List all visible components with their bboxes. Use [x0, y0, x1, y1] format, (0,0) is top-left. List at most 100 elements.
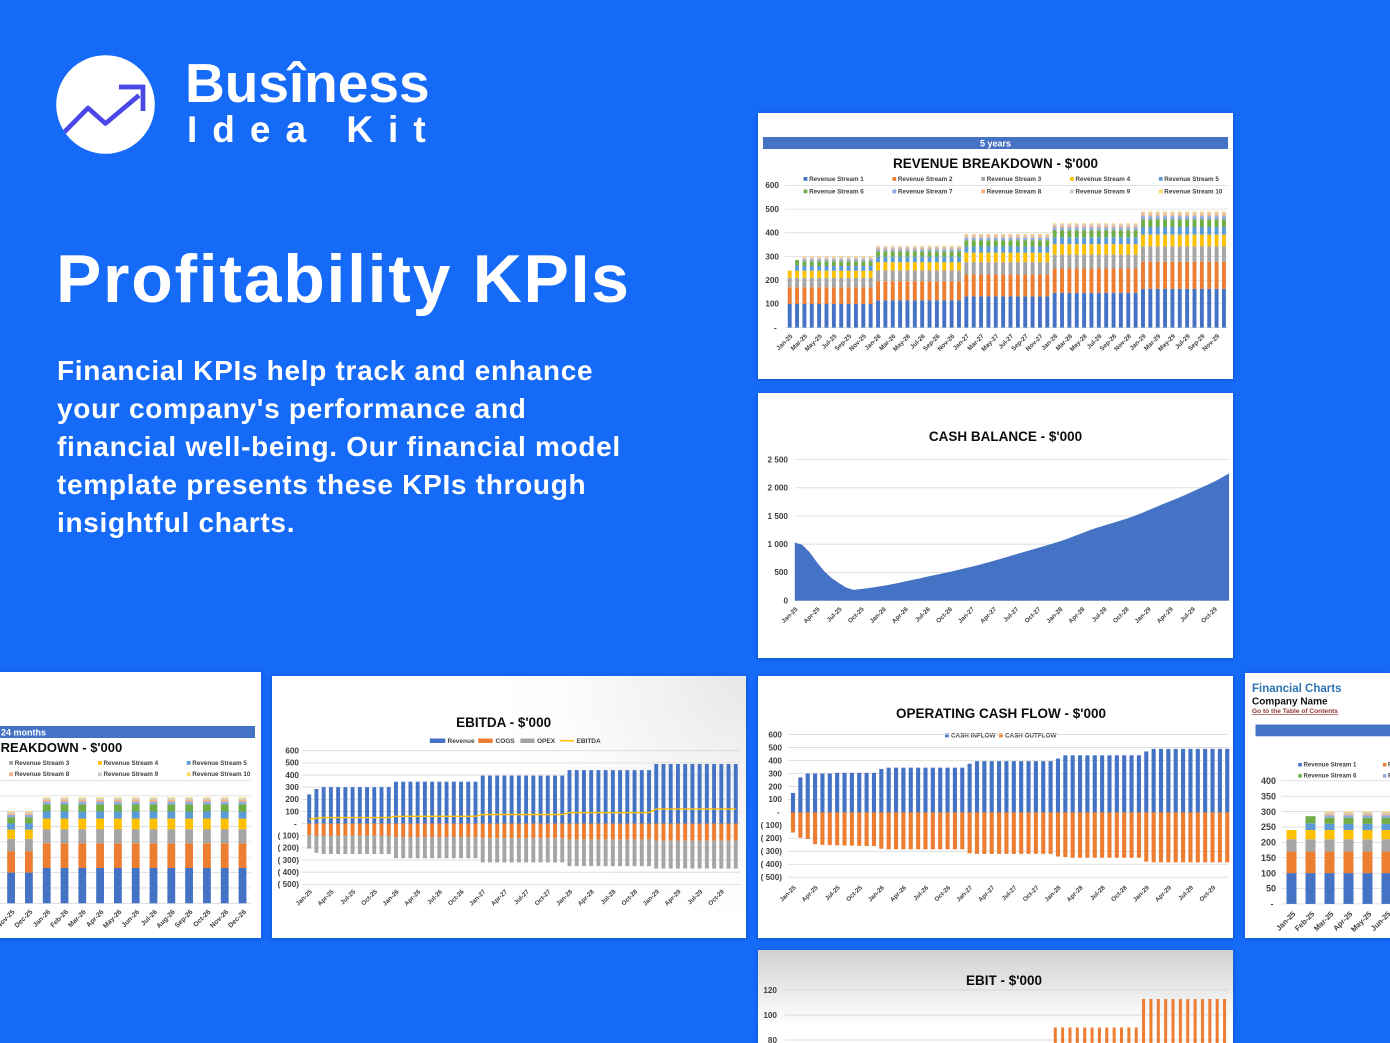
svg-text:400: 400 [1261, 776, 1276, 786]
svg-text:300: 300 [765, 252, 779, 261]
svg-text:600: 600 [285, 747, 299, 756]
svg-text:Jun-25: Jun-25 [1369, 909, 1390, 932]
svg-text:( 400): ( 400) [278, 868, 300, 877]
svg-text:500: 500 [285, 759, 299, 768]
svg-text:Jul-28: Jul-28 [1089, 884, 1107, 902]
svg-text:100: 100 [765, 300, 779, 309]
svg-text:350: 350 [1261, 791, 1276, 801]
svg-text:Apr-29: Apr-29 [663, 888, 682, 907]
svg-text:600: 600 [768, 730, 782, 739]
svg-text:Revenue Stream 1: Revenue Stream 1 [809, 176, 864, 183]
svg-text:Jul-29: Jul-29 [1179, 606, 1197, 624]
svg-text:-: - [774, 323, 779, 332]
svg-text:Oct-28: Oct-28 [1110, 884, 1129, 903]
svg-text:OPERATING CASH FLOW - $'000: OPERATING CASH FLOW - $'000 [896, 706, 1106, 721]
svg-text:Jan-29: Jan-29 [642, 888, 661, 907]
svg-text:500: 500 [765, 205, 779, 214]
svg-text:EBIT - $'000: EBIT - $'000 [966, 973, 1042, 988]
svg-text:Jan-27: Jan-27 [955, 884, 974, 903]
svg-text:Jun-26: Jun-26 [121, 909, 142, 930]
svg-text:Apr-28: Apr-28 [1067, 606, 1086, 625]
svg-text:Revenue Stream 6: Revenue Stream 6 [1304, 773, 1357, 780]
svg-text:Mar-25: Mar-25 [1312, 909, 1335, 932]
svg-text:( 300): ( 300) [278, 856, 300, 865]
svg-text:REVENUE BREAKDOWN - $'000: REVENUE BREAKDOWN - $'000 [0, 740, 122, 755]
svg-text:Jan-25: Jan-25 [779, 884, 798, 903]
svg-text:-: - [294, 819, 299, 828]
svg-text:Revenue Stream 3: Revenue Stream 3 [15, 760, 70, 767]
svg-text:Jul-27: Jul-27 [1001, 884, 1019, 902]
svg-text:Jan-27: Jan-27 [957, 606, 976, 625]
svg-text:200: 200 [285, 795, 299, 804]
svg-text:Apr-27: Apr-27 [490, 888, 509, 907]
svg-text:( 200): ( 200) [278, 844, 300, 853]
svg-text:300: 300 [285, 783, 299, 792]
svg-text:Oct-29: Oct-29 [1198, 884, 1217, 903]
svg-text:Oct-28: Oct-28 [1112, 606, 1131, 625]
svg-text:( 400): ( 400) [761, 860, 783, 869]
svg-text:Oct-27: Oct-27 [1023, 606, 1042, 625]
svg-text:REVENUE BREAKDOWN - $'000: REVENUE BREAKDOWN - $'000 [893, 156, 1098, 171]
svg-text:OPEX: OPEX [537, 738, 556, 745]
svg-text:2 000: 2 000 [768, 484, 789, 493]
svg-text:Jul-28: Jul-28 [600, 888, 618, 906]
svg-text:Go to the Table of Contents: Go to the Table of Contents [1252, 708, 1338, 715]
svg-text:200: 200 [765, 276, 779, 285]
svg-text:200: 200 [1261, 838, 1276, 848]
svg-text:Apr-25: Apr-25 [802, 606, 821, 625]
svg-text:Oct-29: Oct-29 [1200, 606, 1219, 625]
svg-text:Apr-25: Apr-25 [316, 888, 335, 907]
svg-text:Jul-29: Jul-29 [1177, 884, 1195, 902]
svg-text:Dec-26: Dec-26 [227, 909, 248, 930]
svg-text:Aug-26: Aug-26 [155, 909, 176, 930]
svg-text:Oct-25: Oct-25 [360, 888, 379, 907]
svg-text:5 years: 5 years [980, 139, 1011, 149]
svg-text:Apr-25: Apr-25 [801, 884, 820, 903]
svg-text:200: 200 [768, 782, 782, 791]
svg-text:Jul-26: Jul-26 [914, 606, 932, 624]
svg-text:May-26: May-26 [102, 909, 123, 930]
svg-text:Nov-25: Nov-25 [0, 909, 17, 930]
svg-text:CASH INFLOW: CASH INFLOW [951, 732, 995, 739]
svg-text:Oct-27: Oct-27 [1022, 884, 1041, 903]
svg-text:500: 500 [774, 568, 788, 577]
svg-text:100: 100 [763, 1011, 777, 1020]
svg-text:Jan-26: Jan-26 [869, 606, 888, 625]
svg-text:1 000: 1 000 [768, 540, 789, 549]
svg-text:Feb-26: Feb-26 [49, 909, 70, 930]
svg-text:CASH OUTFLOW: CASH OUTFLOW [1005, 732, 1056, 739]
svg-text:Revenue Stream 4: Revenue Stream 4 [104, 760, 159, 767]
svg-text:Jan-26: Jan-26 [32, 909, 52, 929]
svg-text:Revenue Stream 10: Revenue Stream 10 [1164, 188, 1223, 195]
svg-text:Revenue Stream 10: Revenue Stream 10 [192, 771, 251, 778]
svg-text:Jul-29: Jul-29 [686, 888, 704, 906]
svg-text:R: R [1388, 773, 1390, 780]
svg-text:Jan-25: Jan-25 [1274, 909, 1297, 932]
svg-text:Feb-25: Feb-25 [1293, 909, 1316, 932]
svg-text:Apr-27: Apr-27 [979, 606, 998, 625]
svg-text:May-25: May-25 [1349, 909, 1373, 933]
svg-text:( 500): ( 500) [278, 880, 300, 889]
svg-text:Revenue Stream 9: Revenue Stream 9 [1076, 188, 1131, 195]
svg-text:Jan-29: Jan-29 [1134, 606, 1153, 625]
svg-text:2 500: 2 500 [768, 455, 789, 464]
svg-text:400: 400 [768, 756, 782, 765]
svg-text:( 100): ( 100) [278, 832, 300, 841]
svg-text:-: - [1271, 899, 1277, 909]
svg-text:Jan-26: Jan-26 [382, 888, 401, 907]
svg-text:100: 100 [768, 795, 782, 804]
svg-text:Apr-27: Apr-27 [977, 884, 996, 903]
svg-text:Jan-25: Jan-25 [780, 606, 799, 625]
svg-text:Mar-26: Mar-26 [67, 909, 88, 930]
svg-text:Apr-28: Apr-28 [577, 888, 596, 907]
svg-text:Jul-26: Jul-26 [426, 888, 444, 906]
svg-text:500: 500 [768, 743, 782, 752]
svg-text:( 300): ( 300) [761, 847, 783, 856]
svg-text:Revenue: Revenue [448, 738, 475, 745]
svg-text:Revenue Stream 3: Revenue Stream 3 [987, 176, 1042, 183]
svg-text:Financial Charts: Financial Charts [1252, 683, 1341, 695]
svg-text:Apr-28: Apr-28 [1066, 884, 1085, 903]
svg-text:250: 250 [1261, 822, 1276, 832]
svg-text:300: 300 [768, 769, 782, 778]
svg-text:50: 50 [1266, 884, 1276, 894]
